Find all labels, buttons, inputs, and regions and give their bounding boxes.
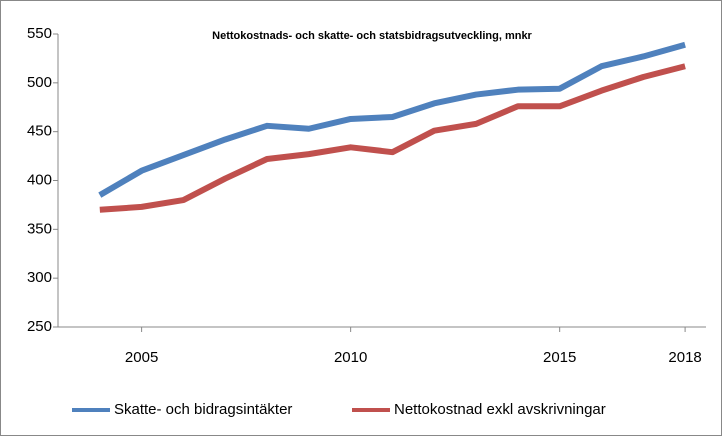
y-tick-label: 550 [27, 25, 52, 42]
y-tick-label: 450 [27, 123, 52, 140]
x-tick-label: 2010 [334, 349, 367, 366]
x-tick-label: 2005 [125, 349, 158, 366]
y-tick-label: 400 [27, 171, 52, 188]
x-tick-label: 2018 [668, 349, 701, 366]
y-tick-label: 250 [27, 318, 52, 335]
series-line [99, 63, 686, 213]
series-line [98, 41, 686, 198]
y-tick-label: 300 [27, 269, 52, 286]
y-tick-label: 500 [27, 74, 52, 91]
x-tick-label: 2015 [543, 349, 576, 366]
y-tick-label: 350 [27, 220, 52, 237]
legend-label: Skatte- och bidragsintäkter [114, 401, 292, 418]
chart-title: Nettokostnads- och skatte- och statsbidr… [212, 30, 532, 42]
legend-label: Nettokostnad exkl avskrivningar [394, 401, 606, 418]
